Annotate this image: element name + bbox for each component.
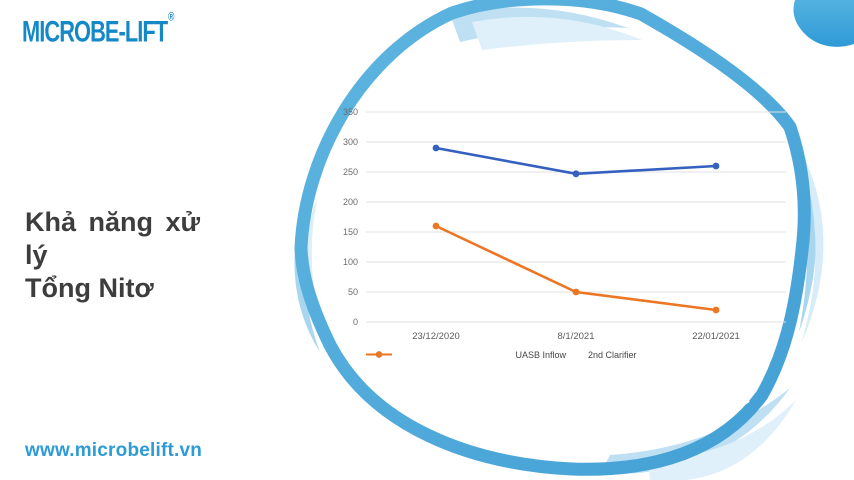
microbe-lift-logo: MICROBE-LIFT® [22, 10, 174, 49]
corner-blob [793, 0, 854, 47]
y-axis-tick-label: 100 [342, 257, 358, 267]
y-axis-tick-label: 150 [342, 227, 358, 237]
registered-trademark: ® [168, 10, 175, 24]
slide-title: Khả năng xử lý Tổng Nitơ [25, 206, 225, 305]
data-point-marker [712, 306, 720, 314]
chart-legend: UASB Inflow 2nd Clarifier [366, 350, 786, 360]
accent-bottom-lighter [648, 400, 796, 480]
logo-text: MICROBE-LIFT [22, 14, 168, 48]
legend-label: UASB Inflow [515, 350, 566, 360]
data-point-marker [712, 162, 720, 170]
x-axis-label: 23/12/2020 [412, 331, 460, 342]
y-axis-tick-label: 200 [342, 197, 358, 207]
slide-title-line2: Tổng Nitơ [25, 273, 154, 303]
accent-top-left-lighter [472, 16, 642, 50]
chart-plot-area [366, 111, 786, 323]
website-link[interactable]: www.microbelift.vn [25, 440, 203, 461]
y-axis-tick-label: 300 [342, 137, 358, 147]
legend-item: 2nd Clarifier [366, 350, 637, 360]
y-axis-tick-label: 250 [342, 167, 358, 177]
x-axis-label: 22/01/2021 [692, 331, 740, 342]
data-point-marker [572, 288, 580, 296]
accent-bottom [600, 388, 790, 475]
y-axis-tick-label: 0 [352, 317, 358, 327]
series-line-uasb-inflow [434, 146, 718, 176]
legend-marker [366, 351, 392, 358]
data-point-marker [572, 170, 580, 178]
stroke-gap-1 [662, 399, 682, 429]
series-line-2nd-clarifier [434, 224, 718, 312]
slide-title-line1: Khả năng xử lý [25, 207, 201, 270]
accent-left-lighter [303, 196, 324, 336]
stroke-gap-2 [729, 375, 750, 405]
accent-top-left [450, 7, 628, 42]
data-point-marker [432, 144, 440, 152]
x-axis-label: 8/1/2021 [557, 331, 595, 342]
legend-label: 2nd Clarifier [588, 350, 637, 360]
y-axis-tick-label: 50 [347, 287, 358, 297]
legend-item: UASB Inflow [366, 350, 566, 360]
accent-left [294, 172, 320, 352]
y-axis-tick-label: 350 [342, 107, 358, 117]
line-chart: 0 50 100 150 200 250 300 350 23/12/2020 8/1/2021 2… [340, 95, 805, 375]
data-point-marker [432, 222, 440, 230]
